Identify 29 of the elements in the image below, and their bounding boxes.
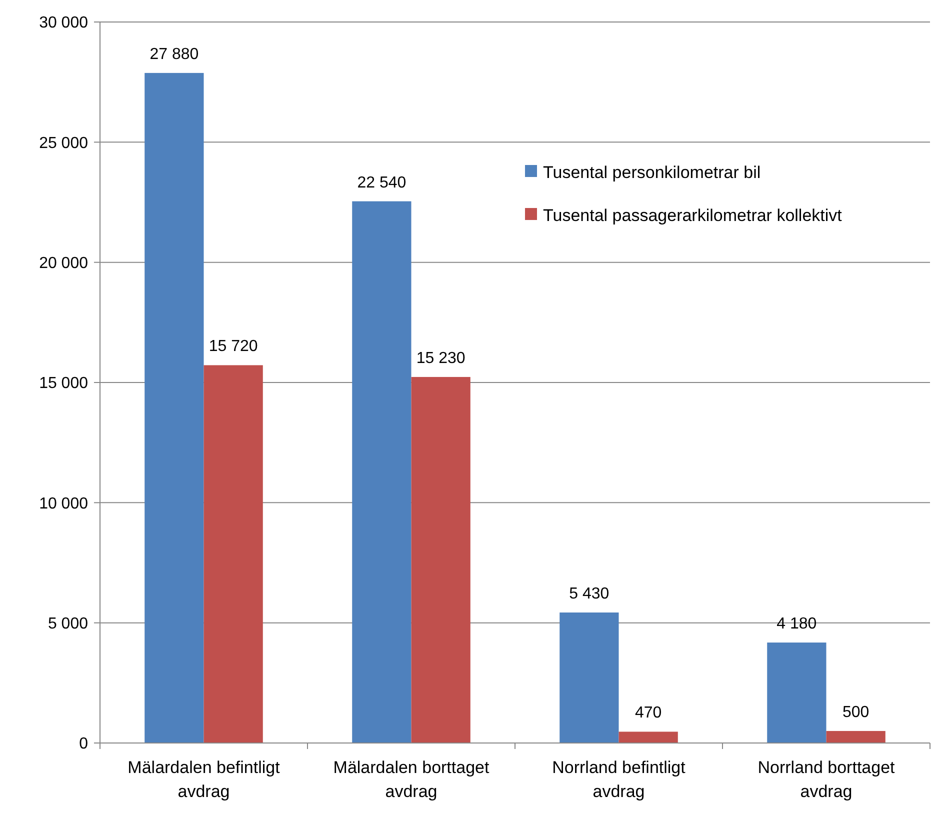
data-label: 22 540 <box>357 174 406 192</box>
y-tick-label: 0 <box>79 736 88 753</box>
data-label: 15 720 <box>208 338 258 356</box>
x-tick-label: Mälardalen befintligt avdrag <box>128 758 280 801</box>
legend-label: Tusental passagerarkilometrar kollektivt <box>543 206 842 225</box>
data-label: 4 180 <box>776 616 817 633</box>
bar <box>826 730 886 743</box>
bar <box>411 376 470 743</box>
legend-label: Tusental personkilometrar bil <box>543 162 761 182</box>
data-label: 470 <box>634 704 662 722</box>
y-tick-label: 20 000 <box>39 254 88 272</box>
y-tick-label: 5 000 <box>48 615 88 632</box>
x-tick-label: Norrland borttaget avdrag <box>758 758 896 801</box>
bar <box>204 365 263 743</box>
bar <box>560 612 619 743</box>
x-tick-label: Mälardalen borttaget avdrag <box>333 758 490 801</box>
bar <box>618 732 678 743</box>
data-label: 27 880 <box>150 46 199 63</box>
data-label: 500 <box>842 704 870 721</box>
data-label: 15 230 <box>416 350 466 367</box>
bar <box>352 201 412 743</box>
y-tick-label: 25 000 <box>39 134 88 152</box>
data-label: 5 430 <box>569 586 610 602</box>
y-tick-label: 30 000 <box>39 14 88 32</box>
bar <box>767 642 826 743</box>
y-tick-label: 10 000 <box>39 495 88 512</box>
y-tick-label: 15 000 <box>39 375 88 392</box>
x-tick-label: Norrland befintligt avdrag <box>552 758 686 801</box>
bar <box>144 72 204 743</box>
